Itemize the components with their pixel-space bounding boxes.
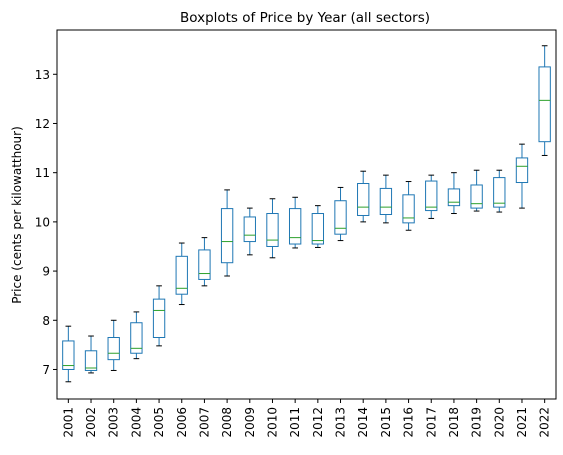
x-tick-label: 2022: [538, 407, 552, 438]
box: [425, 180, 438, 212]
box: [220, 208, 234, 264]
y-tick-label: 7: [42, 363, 50, 377]
x-tick-label: 2012: [311, 407, 325, 438]
box: [152, 298, 166, 338]
box: [515, 157, 529, 184]
x-tick-label: 2013: [334, 407, 348, 438]
box: [311, 213, 325, 245]
box: [107, 337, 120, 361]
x-tick-label: 2019: [470, 407, 484, 438]
x-tick-label: 2021: [515, 407, 529, 438]
box: [243, 216, 256, 243]
x-tick-label: 2010: [265, 407, 279, 438]
y-tick-label: 11: [35, 166, 50, 180]
box: [62, 340, 75, 370]
x-tick-label: 2020: [492, 407, 506, 438]
box: [334, 200, 347, 235]
box: [266, 213, 279, 247]
plot-frame: [56, 29, 557, 400]
x-tick-label: 2014: [356, 407, 370, 438]
x-tick-label: 2005: [152, 407, 166, 438]
x-tick-label: 2018: [447, 407, 461, 438]
y-tick-label: 10: [35, 215, 50, 229]
x-tick-label: 2009: [243, 407, 257, 438]
box: [538, 66, 551, 143]
y-axis-label: Price (cents per kilowatthour): [10, 126, 24, 304]
y-tick-label: 12: [35, 117, 50, 131]
x-tick-label: 2011: [288, 407, 302, 438]
y-tick-label: 8: [42, 314, 50, 328]
plot-area: 7 8 9 10 11 12 13 2001 2002 2003 2004 2005 2006 2007 2…: [35, 45, 552, 438]
box: [402, 194, 415, 224]
x-tick-label: 2003: [107, 407, 121, 438]
box: [470, 184, 483, 209]
x-tick-label: 2016: [402, 407, 416, 438]
box: [288, 208, 302, 245]
x-tick-label: 2015: [379, 407, 393, 438]
box: [493, 177, 506, 208]
x-tick-label: 2006: [175, 407, 189, 438]
chart-title: Boxplots of Price by Year (all sectors): [180, 10, 430, 26]
y-tick-label: 13: [35, 68, 50, 82]
box: [447, 188, 461, 207]
x-tick-label: 2007: [197, 407, 211, 438]
box: [198, 249, 211, 280]
box: [175, 255, 188, 295]
box: [357, 183, 370, 216]
box: [130, 322, 143, 354]
x-tick-label: 2008: [220, 407, 234, 438]
x-tick-label: 2002: [84, 407, 98, 438]
box: [84, 350, 98, 371]
y-tick-label: 9: [42, 265, 50, 279]
box: [379, 187, 393, 215]
x-tick-label: 2004: [129, 407, 143, 438]
x-tick-label: 2017: [424, 407, 438, 438]
x-tick-label: 2001: [61, 407, 75, 438]
